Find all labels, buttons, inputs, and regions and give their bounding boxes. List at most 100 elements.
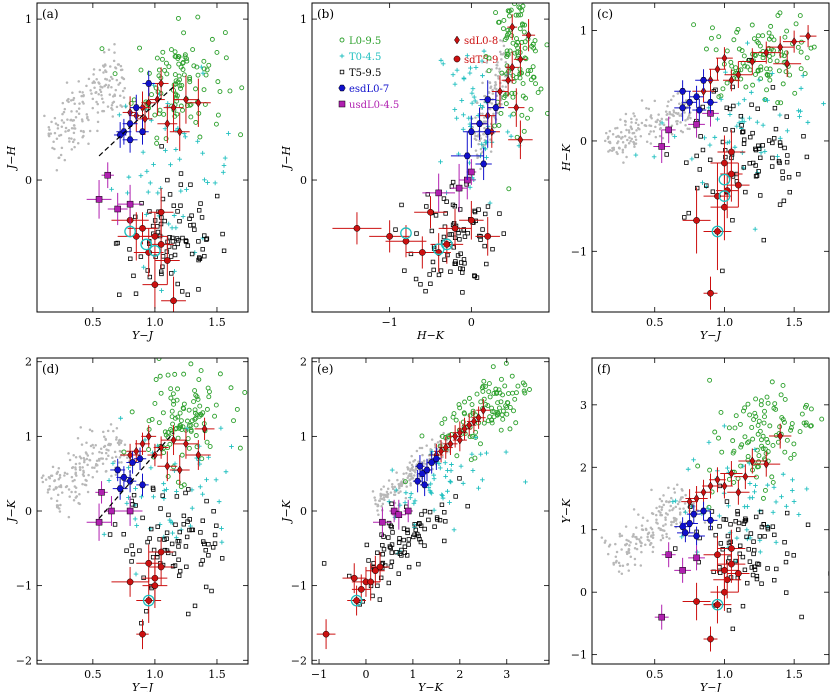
T0-point bbox=[447, 479, 453, 484]
x-tick-label: 2 bbox=[456, 668, 463, 681]
sdT-point bbox=[418, 249, 426, 256]
esd-point bbox=[138, 481, 147, 489]
T5-point bbox=[402, 544, 408, 549]
T0-point bbox=[145, 189, 151, 195]
T5-point bbox=[752, 567, 758, 572]
L-point bbox=[179, 452, 185, 458]
x-axis-label: H−K bbox=[416, 329, 445, 342]
T0-point bbox=[222, 155, 228, 161]
esd-point bbox=[463, 152, 471, 160]
grey-point bbox=[422, 462, 426, 465]
grey-point bbox=[85, 457, 89, 461]
T0-point bbox=[138, 173, 144, 178]
T5-point bbox=[450, 202, 456, 208]
T5-point bbox=[490, 246, 495, 252]
L-point bbox=[783, 69, 789, 75]
usd-point bbox=[98, 489, 105, 496]
T0-point bbox=[180, 214, 186, 219]
grey-point bbox=[637, 538, 641, 541]
T5-point bbox=[772, 105, 778, 111]
grey-point bbox=[499, 50, 502, 54]
grey-point bbox=[402, 472, 405, 475]
T5-point bbox=[791, 553, 796, 558]
T0-point bbox=[752, 226, 758, 232]
esd-point bbox=[114, 466, 122, 474]
L-point bbox=[168, 426, 174, 432]
sdT-point bbox=[693, 598, 700, 605]
T0-point bbox=[205, 180, 210, 185]
T5-point bbox=[745, 580, 750, 586]
T5-point bbox=[177, 568, 183, 574]
esd-point bbox=[145, 80, 153, 87]
L-point bbox=[764, 394, 770, 400]
T5-point bbox=[424, 204, 429, 209]
T0-point bbox=[172, 461, 178, 467]
grey-point bbox=[625, 128, 628, 132]
grey-point bbox=[91, 452, 94, 455]
T5-point bbox=[439, 502, 445, 507]
T5-point bbox=[418, 282, 423, 287]
T0-point bbox=[470, 86, 476, 92]
L-point bbox=[708, 35, 714, 41]
grey-point bbox=[494, 80, 497, 84]
esd-point bbox=[681, 529, 689, 537]
grey-point bbox=[90, 92, 93, 95]
T0-point bbox=[139, 323, 144, 328]
sd-point bbox=[183, 439, 189, 449]
sd-point bbox=[158, 443, 165, 453]
grey-point bbox=[632, 131, 636, 135]
L-point bbox=[454, 453, 460, 459]
T5-point bbox=[378, 575, 384, 581]
L-point bbox=[499, 412, 505, 418]
T5-point bbox=[756, 169, 761, 174]
grey-point bbox=[686, 127, 689, 130]
L-point bbox=[766, 72, 772, 78]
grey-point bbox=[410, 477, 414, 480]
grey-point bbox=[617, 570, 621, 573]
T5-point bbox=[727, 106, 733, 112]
T5-point bbox=[462, 234, 468, 239]
grey-point bbox=[380, 504, 383, 508]
L-point bbox=[520, 93, 526, 99]
grey-point bbox=[497, 77, 500, 80]
grey-point bbox=[669, 504, 672, 508]
T0-point bbox=[753, 483, 758, 488]
T0-point bbox=[161, 481, 166, 486]
esd-point bbox=[132, 104, 140, 111]
L-point bbox=[731, 37, 737, 43]
T5-point bbox=[162, 537, 167, 542]
grey-point bbox=[612, 148, 616, 151]
T5-point bbox=[761, 237, 766, 243]
grey-point bbox=[92, 68, 96, 71]
L-point bbox=[512, 3, 518, 7]
T0-point bbox=[123, 103, 128, 109]
T5-point bbox=[214, 523, 219, 528]
T0-point bbox=[428, 451, 434, 457]
sd-point bbox=[686, 497, 693, 507]
L-point bbox=[192, 388, 198, 394]
T0-point bbox=[249, 484, 254, 489]
grey-point bbox=[76, 142, 80, 145]
T0-point bbox=[745, 504, 750, 509]
legend-marker-esd bbox=[338, 84, 346, 92]
T5-point bbox=[741, 129, 746, 134]
sd-point bbox=[461, 424, 468, 434]
T5-point bbox=[461, 227, 467, 232]
grey-point bbox=[121, 77, 125, 80]
T5-point bbox=[741, 165, 747, 170]
grey-point bbox=[74, 462, 78, 466]
axes-frame bbox=[36, 2, 249, 313]
grey-point bbox=[662, 123, 666, 127]
grey-point bbox=[377, 513, 380, 517]
T5-point bbox=[131, 273, 136, 279]
L-point bbox=[456, 402, 462, 408]
grey-point bbox=[659, 511, 662, 514]
T0-point bbox=[779, 494, 784, 499]
grey-point bbox=[672, 94, 675, 98]
L-point bbox=[775, 100, 781, 106]
grey-point bbox=[473, 137, 477, 141]
sd-point bbox=[466, 420, 473, 430]
L-point bbox=[206, 394, 212, 400]
L-point bbox=[179, 82, 185, 88]
